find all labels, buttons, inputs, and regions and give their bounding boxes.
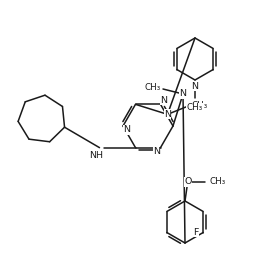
Text: N: N xyxy=(123,125,130,135)
Text: CH₃: CH₃ xyxy=(187,103,203,112)
Text: CH₃: CH₃ xyxy=(145,84,161,93)
Text: N: N xyxy=(180,90,187,98)
Text: CH₃: CH₃ xyxy=(191,101,208,110)
Text: N: N xyxy=(153,147,160,156)
Text: F: F xyxy=(193,228,198,237)
Text: N: N xyxy=(160,96,167,105)
Text: N: N xyxy=(164,110,171,119)
Text: CH₃: CH₃ xyxy=(209,178,225,187)
Text: N: N xyxy=(191,82,198,91)
Text: NH: NH xyxy=(89,151,103,160)
Text: O: O xyxy=(184,178,192,187)
